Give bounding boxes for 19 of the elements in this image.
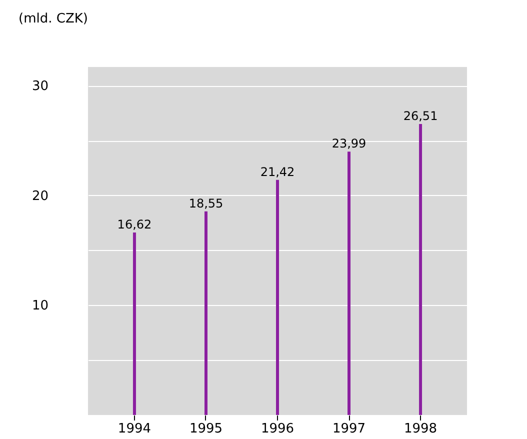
x-tick-label: 1996 <box>260 422 294 436</box>
x-tick-label: 1994 <box>118 422 152 436</box>
bar <box>419 124 422 415</box>
y-tick-label: 10 <box>32 298 48 314</box>
bar <box>276 180 279 415</box>
x-tick-label: 1997 <box>332 422 366 436</box>
y-tick-label: 30 <box>32 79 48 94</box>
data-label: 26,51 <box>403 108 438 123</box>
y-axis-title: (mld. CZK) <box>18 12 88 26</box>
y-tick-label: 20 <box>32 188 48 204</box>
data-label: 21,42 <box>260 164 295 179</box>
data-label: 16,62 <box>117 218 152 232</box>
bar <box>132 232 136 415</box>
data-label: 23,99 <box>332 136 366 151</box>
bar <box>204 211 208 415</box>
bar <box>348 152 351 415</box>
x-tick-label: 1998 <box>404 422 438 436</box>
x-tick-label: 1995 <box>189 422 223 436</box>
data-label: 18,55 <box>188 196 224 210</box>
